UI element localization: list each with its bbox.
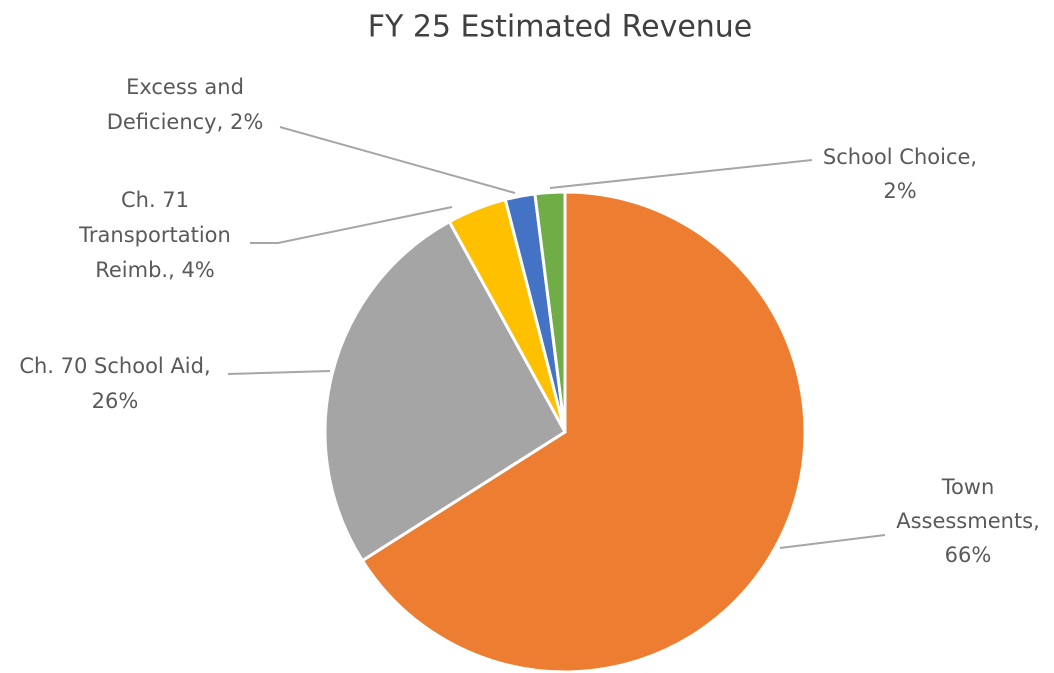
data-label: Transportation: [78, 223, 231, 247]
data-label: Ch. 70 School Aid,: [19, 354, 210, 378]
data-label: Assessments,: [896, 509, 1040, 533]
pie-slice: [533, 190, 567, 434]
data-label: Excess and: [126, 75, 244, 99]
data-label: 66%: [945, 543, 992, 567]
data-label: 2%: [883, 179, 916, 203]
data-label: School Choice,: [823, 145, 977, 169]
leader-line: [549, 159, 813, 189]
leader-lines: [227, 126, 886, 549]
leader-line: [779, 534, 886, 549]
data-label: Reimb., 4%: [95, 258, 215, 282]
data-label: Town: [941, 475, 995, 499]
data-label: Deficiency, 2%: [107, 110, 264, 134]
data-label: 26%: [92, 389, 139, 413]
data-label: Ch. 71: [121, 188, 189, 212]
pie-slice: [323, 220, 567, 563]
leader-line: [279, 126, 516, 194]
leader-line: [227, 370, 331, 375]
pie-slice: [360, 190, 807, 673]
chart-title: FY 25 Estimated Revenue: [368, 10, 753, 45]
leader-line: [250, 206, 453, 244]
